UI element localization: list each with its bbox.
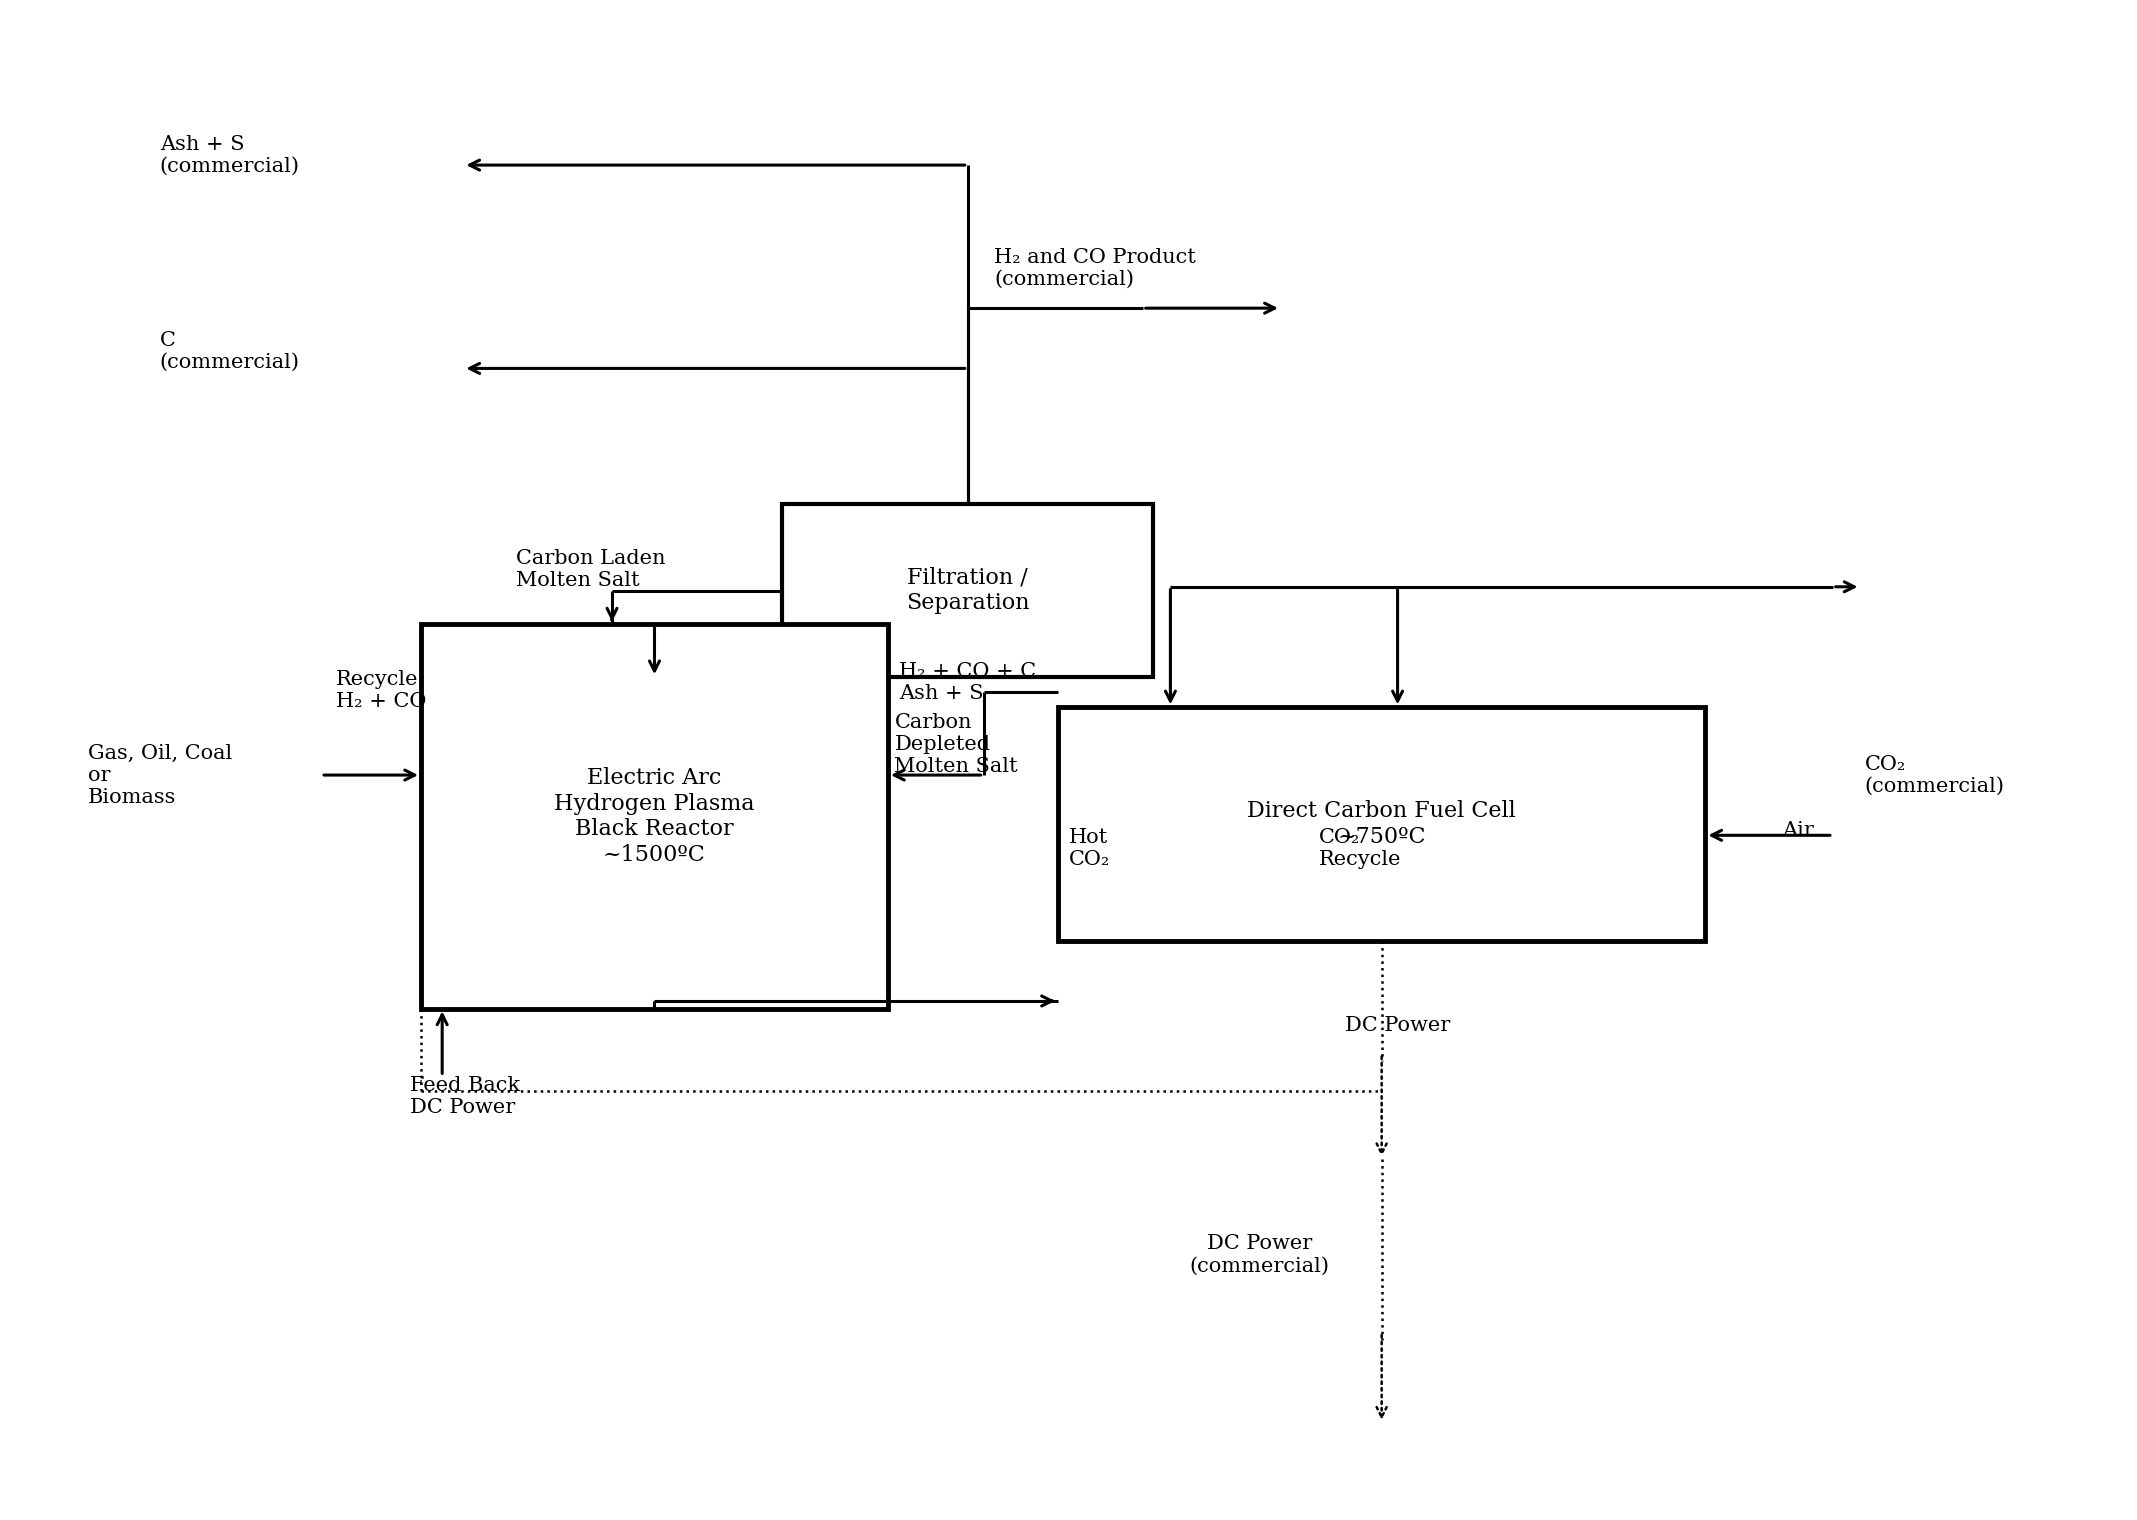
Text: Carbon
Depleted
Molten Salt: Carbon Depleted Molten Salt	[895, 713, 1017, 777]
Text: CO₂
Recycle: CO₂ Recycle	[1319, 828, 1402, 869]
Text: Gas, Oil, Coal
or
Biomass: Gas, Oil, Coal or Biomass	[88, 743, 233, 807]
Text: CO₂
(commercial): CO₂ (commercial)	[1866, 754, 2005, 795]
Text: Carbon Laden
Molten Salt: Carbon Laden Molten Salt	[517, 549, 667, 590]
Text: H₂ + CO + C
Ash + S: H₂ + CO + C Ash + S	[900, 663, 1036, 704]
Text: H₂ and CO Product
(commercial): H₂ and CO Product (commercial)	[994, 248, 1197, 289]
Text: Ash + S
(commercial): Ash + S (commercial)	[160, 135, 299, 176]
Text: Hot
CO₂: Hot CO₂	[1068, 828, 1109, 869]
Text: DC Power
(commercial): DC Power (commercial)	[1190, 1234, 1329, 1275]
Text: Recycle
H₂ + CO: Recycle H₂ + CO	[336, 670, 427, 711]
Text: Direct Carbon Fuel Cell
~750ºC: Direct Carbon Fuel Cell ~750ºC	[1248, 801, 1515, 848]
FancyBboxPatch shape	[1058, 707, 1705, 941]
Text: Electric Arc
Hydrogen Plasma
Black Reactor
~1500ºC: Electric Arc Hydrogen Plasma Black React…	[553, 768, 754, 865]
FancyBboxPatch shape	[421, 625, 889, 1008]
Text: Feed Back
DC Power: Feed Back DC Power	[410, 1076, 521, 1117]
Text: DC Power: DC Power	[1344, 1015, 1449, 1035]
FancyBboxPatch shape	[782, 505, 1154, 678]
Text: Air: Air	[1782, 821, 1814, 841]
Text: Filtration /
Separation: Filtration / Separation	[906, 567, 1030, 614]
Text: C
(commercial): C (commercial)	[160, 331, 299, 372]
